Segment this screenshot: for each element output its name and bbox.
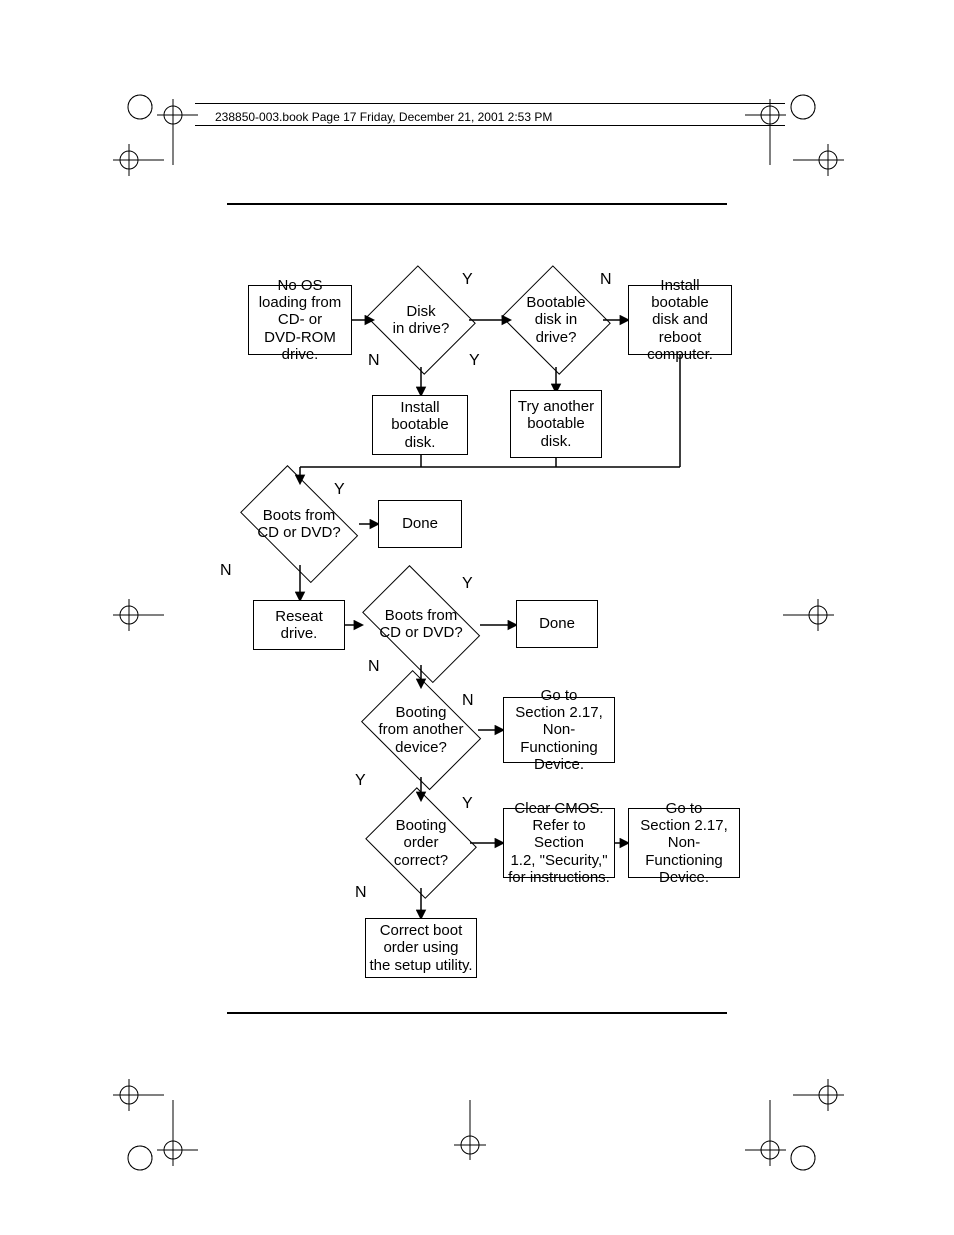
node-correct_boot: Correct bootorder usingthe setup utility… <box>365 918 477 978</box>
node-boots1: Boots fromCD or DVD? <box>233 480 365 568</box>
crop-mark-icon <box>104 585 164 645</box>
edge-label: Y <box>462 795 473 813</box>
node-label: Boots fromCD or DVD? <box>377 607 464 642</box>
node-label: Done <box>537 615 577 632</box>
node-label: Go toSection 2.17,Non-FunctioningDevice. <box>629 800 739 886</box>
node-done1: Done <box>378 500 462 548</box>
header-text: 238850-003.book Page 17 Friday, December… <box>215 110 552 124</box>
edge-label: N <box>368 352 380 370</box>
node-boot_order: Bootingordercorrect? <box>365 795 477 891</box>
edge-label: N <box>355 884 367 902</box>
node-start: No OSloading fromCD- orDVD-ROM drive. <box>248 285 352 355</box>
edge-label: Y <box>462 271 473 289</box>
node-label: Reseatdrive. <box>273 608 325 643</box>
edge-label: Y <box>469 352 480 370</box>
node-label: Install bootabledisk andrebootcomputer. <box>629 277 731 363</box>
node-label: Bootabledisk indrive? <box>524 294 587 346</box>
node-disk_in: Diskin drive? <box>367 272 475 368</box>
node-bootable_in: Bootabledisk indrive? <box>502 272 610 368</box>
crop-mark-icon <box>793 140 853 200</box>
content-rule-bottom <box>227 1012 727 1014</box>
node-clear_cmos: Clear CMOS.Refer to Section1.2, "Securit… <box>503 808 615 878</box>
edge-label: Y <box>462 575 473 593</box>
node-label: Go toSection 2.17,Non-FunctioningDevice. <box>504 687 614 773</box>
node-label: Installbootable disk. <box>373 399 467 451</box>
content-rule-top <box>227 203 727 205</box>
node-label: Done <box>400 515 440 532</box>
edge-label: N <box>600 271 612 289</box>
node-label: Try anotherbootabledisk. <box>516 398 596 450</box>
node-label: Diskin drive? <box>391 303 452 338</box>
edge-label: Y <box>334 481 345 499</box>
node-done2: Done <box>516 600 598 648</box>
node-label: No OSloading fromCD- orDVD-ROM drive. <box>249 277 351 363</box>
node-label: Correct bootorder usingthe setup utility… <box>367 922 474 974</box>
node-install_reboot: Install bootabledisk andrebootcomputer. <box>628 285 732 355</box>
node-goto1: Go toSection 2.17,Non-FunctioningDevice. <box>503 697 615 763</box>
page: 238850-003.book Page 17 Friday, December… <box>0 0 954 1235</box>
node-label: Boots fromCD or DVD? <box>255 507 342 542</box>
node-reseat: Reseatdrive. <box>253 600 345 650</box>
crop-mark-icon <box>783 585 843 645</box>
crop-mark-icon <box>118 1100 198 1180</box>
crop-mark-icon <box>745 1100 825 1180</box>
node-goto2: Go toSection 2.17,Non-FunctioningDevice. <box>628 808 740 878</box>
header-rule <box>195 125 785 126</box>
node-label: Bootingfrom anotherdevice? <box>376 704 465 756</box>
crop-mark-icon <box>440 1100 500 1160</box>
edge-label: Y <box>355 772 366 790</box>
edge-label: N <box>368 658 380 676</box>
node-label: Clear CMOS.Refer to Section1.2, "Securit… <box>504 800 614 886</box>
node-try_another: Try anotherbootabledisk. <box>510 390 602 458</box>
edge-label: N <box>220 562 232 580</box>
header-rule <box>195 103 785 104</box>
crop-mark-icon <box>104 140 164 200</box>
node-boots2: Boots fromCD or DVD? <box>355 580 487 668</box>
node-install_disk: Installbootable disk. <box>372 395 468 455</box>
node-label: Bootingordercorrect? <box>392 817 450 869</box>
